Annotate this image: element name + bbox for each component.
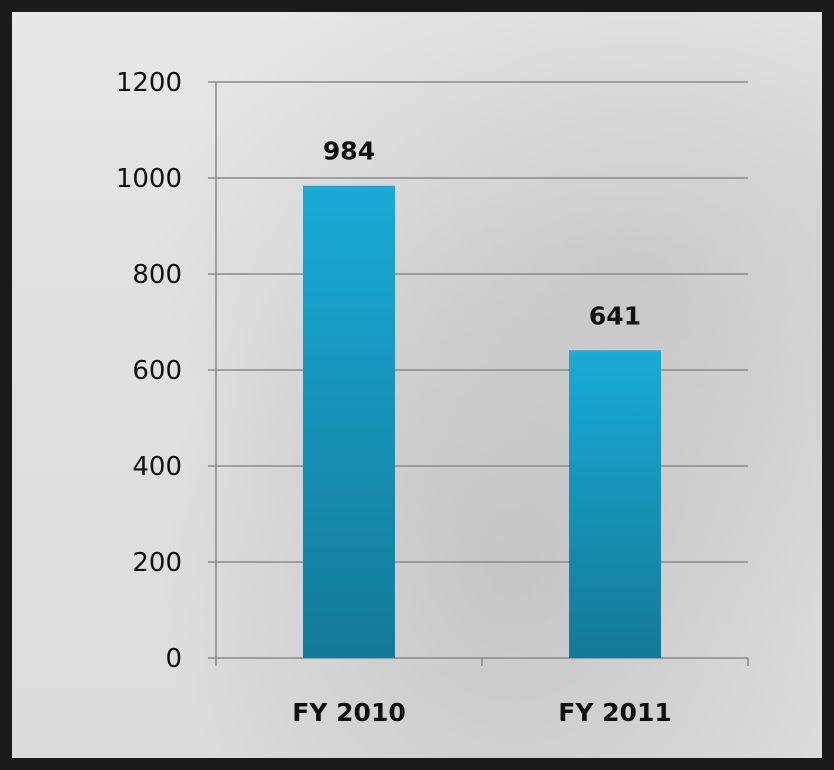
data-label: 641 [589,301,641,330]
data-label: 984 [323,137,375,166]
labels: 0 200 400 600 800 1000 1200 984 FY 2010 641 FY 201… [116,68,672,727]
axes [208,81,749,666]
x-category-label: FY 2011 [558,698,671,727]
y-tick-label: 1200 [116,68,182,98]
gridlines [216,81,748,563]
y-tick-label: 200 [132,548,182,578]
bars [303,185,661,658]
y-tick-label: 1000 [116,164,182,194]
x-category-label: FY 2010 [292,698,405,727]
bar-fy-2011 [569,350,661,658]
bar-fy-2010 [303,185,395,658]
y-tick-label: 400 [132,452,182,482]
y-tick-label: 800 [132,260,182,290]
y-tick-label: 0 [165,644,182,674]
y-tick-label: 600 [132,356,182,386]
